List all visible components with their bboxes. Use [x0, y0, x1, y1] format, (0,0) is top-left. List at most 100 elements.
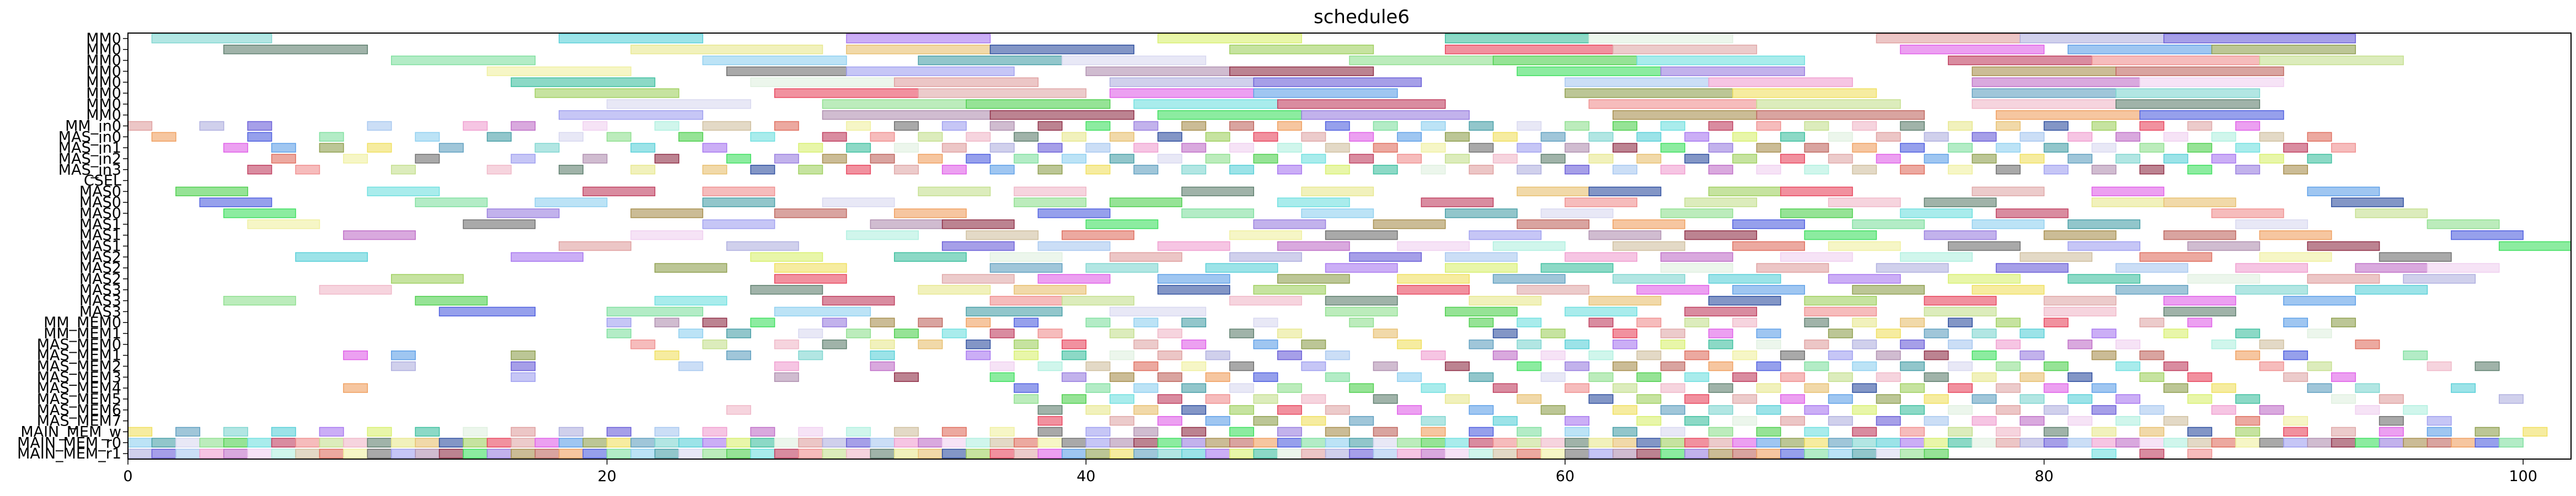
- task-bar: [606, 328, 631, 338]
- task-bar: [1828, 154, 1853, 164]
- task-bar: [702, 339, 727, 349]
- task-bar: [511, 438, 536, 448]
- y-tick-label: MM0: [86, 41, 121, 58]
- task-bar: [1397, 154, 1422, 164]
- task-bar: [918, 154, 943, 164]
- task-bar: [1325, 295, 1398, 306]
- task-bar: [1588, 99, 1758, 109]
- task-bar: [2187, 274, 2261, 284]
- task-bar: [1373, 165, 1398, 175]
- task-bar: [1804, 438, 1829, 448]
- task-bar: [415, 132, 440, 142]
- task-bar: [2163, 383, 2188, 393]
- task-bar: [2068, 219, 2140, 229]
- task-bar: [1205, 416, 1230, 426]
- task-bar: [151, 132, 176, 142]
- task-bar: [1062, 154, 1087, 164]
- task-bar: [2020, 328, 2045, 338]
- task-bar: [175, 449, 201, 459]
- task-bar: [1444, 361, 1470, 371]
- task-bar: [438, 143, 464, 153]
- task-bar: [511, 252, 583, 262]
- task-bar: [582, 154, 608, 164]
- task-bar: [1301, 339, 1326, 349]
- task-bar: [2283, 143, 2309, 153]
- task-bar: [1924, 132, 1949, 142]
- task-bar: [1421, 121, 1446, 131]
- task-bar: [966, 154, 991, 164]
- task-bar: [1684, 317, 1710, 327]
- task-bar: [2068, 132, 2093, 142]
- task-bar: [247, 449, 272, 459]
- task-bar: [2187, 394, 2213, 404]
- task-bar: [989, 110, 1134, 120]
- task-bar: [1924, 295, 1997, 306]
- task-bar: [1756, 361, 1781, 371]
- task-bar: [2403, 405, 2428, 415]
- task-bar: [1037, 208, 1111, 218]
- task-bar: [1588, 449, 1614, 459]
- task-bar: [1900, 383, 1925, 393]
- task-bar: [1732, 88, 1877, 98]
- task-bar: [2259, 230, 2332, 240]
- task-bar: [295, 165, 320, 175]
- task-bar: [2139, 438, 2165, 448]
- task-bar: [1277, 351, 1302, 360]
- task-bar: [1397, 438, 1422, 448]
- task-bar: [1900, 143, 1925, 153]
- task-bar: [966, 306, 1063, 317]
- task-bar: [1181, 165, 1207, 175]
- task-bar: [966, 449, 991, 459]
- task-bar: [2116, 66, 2284, 77]
- y-tick-label: MAS2: [79, 249, 121, 266]
- task-bar: [918, 449, 943, 459]
- y-tick-label: MAS_in0: [58, 128, 121, 145]
- y-tick-label: MAS_in2: [58, 150, 121, 168]
- task-bar: [2068, 394, 2093, 404]
- task-bar: [367, 449, 392, 459]
- task-bar: [1181, 405, 1207, 415]
- task-bar: [1565, 252, 1637, 262]
- task-bar: [1565, 449, 1590, 459]
- task-bar: [2043, 317, 2069, 327]
- task-bar: [1612, 274, 1685, 284]
- task-bar: [989, 372, 1015, 382]
- task-bar: [846, 143, 871, 153]
- task-bar: [1421, 351, 1446, 360]
- task-bar: [1037, 165, 1063, 175]
- task-bar: [2091, 427, 2117, 437]
- task-bar: [989, 361, 1015, 371]
- task-bar: [1517, 438, 1542, 448]
- task-bar: [1972, 132, 1997, 142]
- x-tick-label: 80: [2034, 468, 2053, 485]
- task-bar: [390, 165, 416, 175]
- task-bar: [941, 121, 967, 131]
- task-bar: [1181, 383, 1207, 393]
- task-bar: [1660, 438, 1685, 448]
- task-bar: [1229, 165, 1255, 175]
- task-bar: [894, 121, 919, 131]
- task-bar: [1157, 285, 1230, 295]
- task-bar: [1540, 263, 1614, 273]
- y-tick-label: MAS2: [79, 260, 121, 277]
- task-bar: [367, 186, 440, 197]
- task-bar: [774, 438, 799, 448]
- task-bar: [1540, 351, 1566, 360]
- task-bar: [534, 449, 560, 459]
- task-bar: [1876, 394, 1901, 404]
- task-bar: [1948, 383, 1973, 393]
- task-bar: [1588, 295, 1662, 306]
- task-bar: [2451, 230, 2524, 240]
- task-bar: [1780, 351, 1805, 360]
- task-bar: [2068, 416, 2093, 426]
- task-bar: [1828, 274, 1901, 284]
- task-bar: [822, 339, 847, 349]
- task-bar: [1085, 317, 1111, 327]
- task-bar: [2211, 208, 2284, 218]
- task-bar: [1253, 88, 1398, 98]
- task-bar: [1636, 449, 1662, 459]
- y-tick-label: MM0: [86, 52, 121, 69]
- task-bar: [1780, 154, 1805, 164]
- task-bar: [1924, 154, 1949, 164]
- task-bar: [127, 121, 153, 131]
